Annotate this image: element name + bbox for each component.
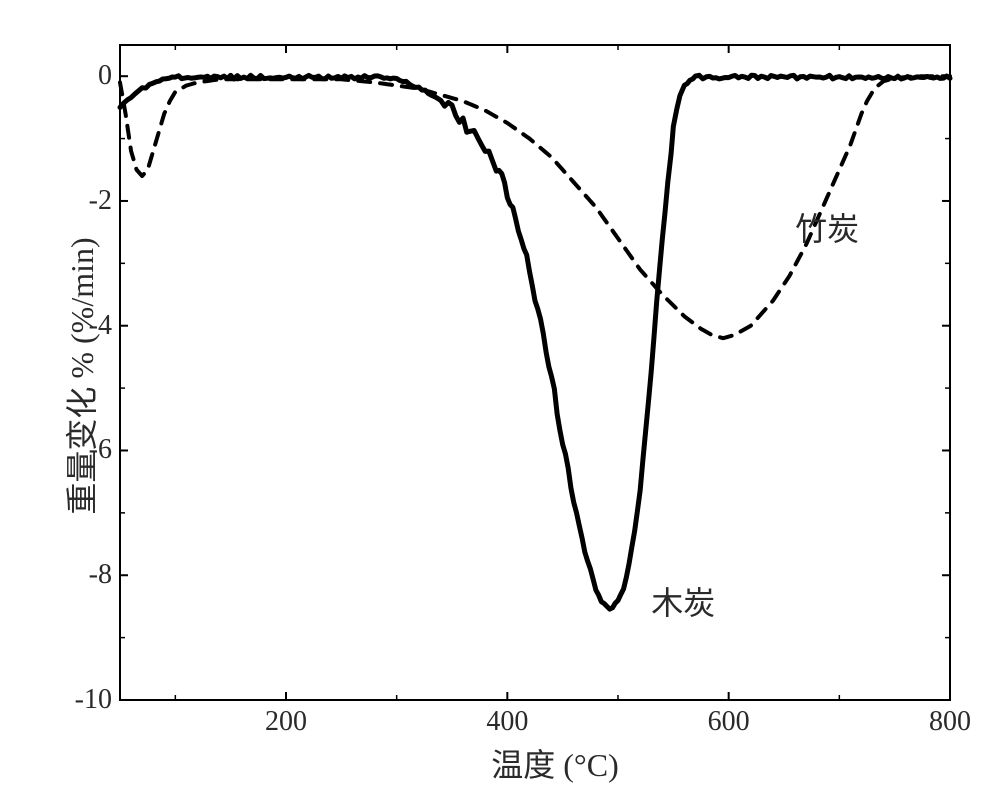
y-tick-label: -4 [62, 310, 112, 342]
y-tick-label: -8 [62, 559, 112, 591]
x-axis-label: 温度 (°C) [445, 740, 665, 786]
y-tick-label: 0 [62, 60, 112, 92]
y-tick-label: -2 [62, 185, 112, 217]
dtg-chart: 重量变化 % (%/min) 温度 (°C) 200 400 600 800 0 -2 -4… [0, 0, 1000, 801]
x-tick-label: 800 [920, 706, 980, 738]
x-tick-label: 600 [699, 706, 759, 738]
y-tick-label: -6 [62, 434, 112, 466]
series-label-木炭: 木炭 [651, 578, 715, 624]
y-axis-label: 重量变化 % (%/min) [57, 236, 103, 516]
y-tick-label: -10 [62, 684, 112, 716]
x-tick-label: 400 [477, 706, 537, 738]
chart-svg [0, 0, 1000, 801]
series-label-竹炭: 竹炭 [795, 204, 859, 250]
x-tick-label: 200 [256, 706, 316, 738]
